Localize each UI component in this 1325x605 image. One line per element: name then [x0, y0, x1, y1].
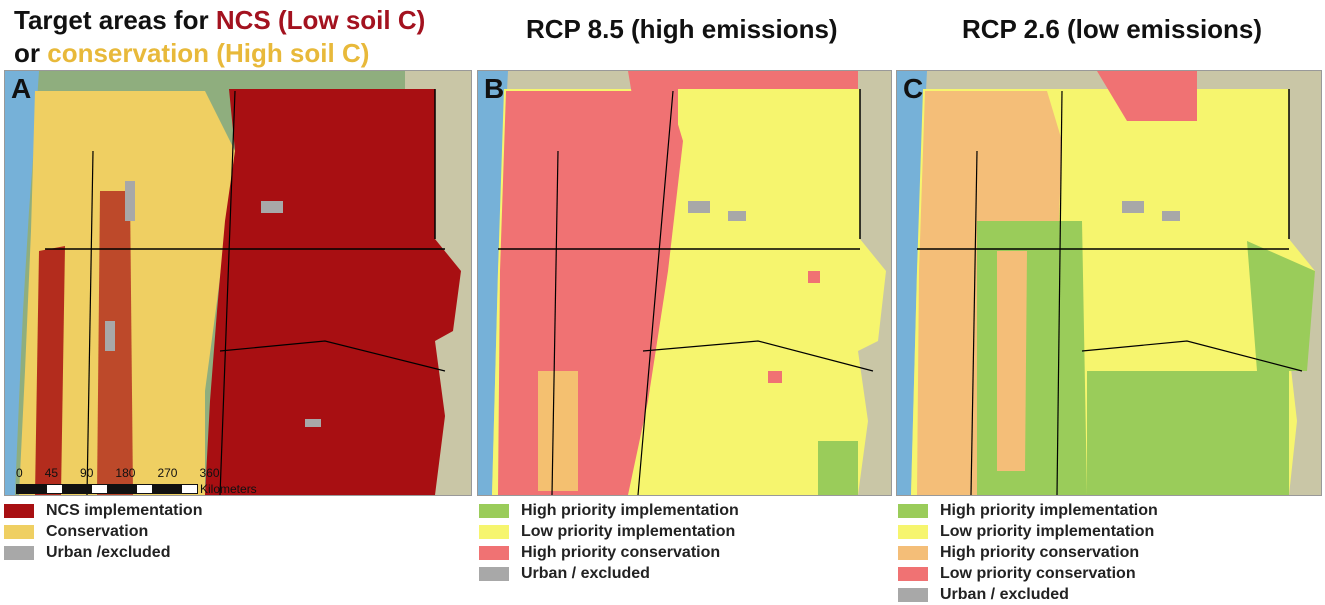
legend-swatch — [479, 566, 509, 581]
high-implementation-zone — [1087, 371, 1289, 495]
scale-tick: 90 — [80, 466, 94, 480]
legend-item: High priority conservation — [898, 542, 1158, 563]
high-implementation-zone — [977, 221, 1087, 495]
scale-tick: 360 — [199, 466, 220, 480]
title-prefix: Target areas for — [14, 5, 216, 35]
ecoregion-border — [219, 90, 236, 495]
panel-c-title: RCP 2.6 (low emissions) — [962, 14, 1263, 44]
urban-patch — [305, 419, 321, 427]
legend-swatch — [898, 503, 928, 518]
high-implementation-zone — [1247, 241, 1315, 371]
panel-label-a: A — [11, 73, 32, 104]
map-b — [478, 71, 891, 495]
legend-label: High priority implementation — [521, 501, 739, 519]
legend-item: High priority implementation — [898, 500, 1158, 521]
map-panel-b: B — [477, 70, 892, 496]
legend-label: Low priority implementation — [521, 522, 736, 540]
legend-label: Conservation — [46, 522, 149, 540]
urban-patch — [728, 211, 746, 221]
legend-item: Urban / excluded — [479, 563, 739, 584]
scale-bar-graphic — [16, 484, 198, 494]
legend-swatch — [4, 545, 34, 560]
legend-c: High priority implementation Low priorit… — [898, 500, 1158, 605]
urban-patch — [261, 201, 283, 213]
legend-swatch — [898, 524, 928, 539]
urban-patch — [1122, 201, 1144, 213]
legend-swatch — [479, 503, 509, 518]
scale-unit: Kilometers — [200, 482, 257, 496]
urban-patch — [105, 321, 115, 351]
legend-item: Urban /excluded — [4, 542, 202, 563]
legend-item: Urban / excluded — [898, 584, 1158, 605]
ecoregion-border — [642, 340, 874, 372]
low-conservation-zone — [1097, 71, 1197, 121]
legend-swatch — [4, 524, 34, 539]
legend-a: NCS implementation Conservation Urban /e… — [4, 500, 202, 563]
legend-item: NCS implementation — [4, 500, 202, 521]
map-panel-c: C — [896, 70, 1322, 496]
panel-label-b: B — [484, 73, 505, 104]
ncs-zone-west — [35, 246, 65, 495]
legend-label: High priority conservation — [521, 543, 721, 561]
panel-a-title: Target areas for NCS (Low soil C) or con… — [14, 4, 425, 70]
scale-tick: 0 — [16, 466, 23, 480]
panel-label-c: C — [903, 73, 924, 104]
urban-patch — [1162, 211, 1180, 221]
high-conservation-patch — [808, 271, 820, 283]
ecoregion-border — [1056, 90, 1063, 495]
legend-swatch — [898, 587, 928, 602]
ocean — [478, 71, 508, 495]
scale-tick: 180 — [115, 466, 136, 480]
ecoregion-border — [1081, 340, 1303, 372]
ecoregion-border — [970, 150, 978, 495]
legend-item: Low priority conservation — [898, 563, 1158, 584]
ocean — [5, 71, 39, 495]
title-or: or — [14, 38, 48, 68]
legend-swatch — [479, 524, 509, 539]
ncs-zone — [205, 89, 461, 495]
map-a — [5, 71, 471, 495]
title-ncs: NCS (Low soil C) — [215, 5, 426, 35]
legend-label: Urban / excluded — [521, 564, 650, 582]
urban-patch — [125, 181, 135, 221]
map-c — [897, 71, 1321, 495]
legend-b: High priority implementation Low priorit… — [479, 500, 739, 584]
legend-label: NCS implementation — [46, 501, 203, 519]
map-panel-a: A — [4, 70, 472, 496]
high-conservation-zone — [628, 71, 858, 131]
legend-swatch — [4, 503, 34, 518]
legend-label: High priority implementation — [940, 501, 1158, 519]
legend-label: Low priority conservation — [940, 564, 1136, 582]
legend-swatch — [898, 545, 928, 560]
legend-item: Low priority implementation — [898, 521, 1158, 542]
scale-tick: 270 — [157, 466, 178, 480]
high-conservation-strip — [997, 251, 1027, 471]
high-implementation-patch — [818, 441, 858, 495]
panel-b-title: RCP 8.5 (high emissions) — [526, 14, 838, 44]
legend-item: Low priority implementation — [479, 521, 739, 542]
legend-item: Conservation — [4, 521, 202, 542]
scale-tick: 45 — [44, 466, 59, 480]
legend-label: Urban / excluded — [940, 585, 1069, 603]
ecoregion-border — [551, 150, 559, 495]
ocean — [897, 71, 927, 495]
legend-item: High priority conservation — [479, 542, 739, 563]
legend-swatch — [479, 545, 509, 560]
legend-item: High priority implementation — [479, 500, 739, 521]
legend-label: Urban /excluded — [46, 543, 171, 561]
low-implementation-patch — [538, 371, 578, 491]
ecoregion-border — [637, 90, 674, 495]
urban-patch — [688, 201, 710, 213]
ecoregion-border — [86, 150, 94, 495]
high-conservation-patch — [768, 371, 782, 383]
legend-swatch — [898, 566, 928, 581]
title-conservation: conservation (High soil C) — [47, 38, 370, 68]
scale-bar: 0 45 90 180 270 360 Kilometers — [16, 466, 257, 496]
legend-label: High priority conservation — [940, 543, 1140, 561]
ecoregion-border — [219, 340, 446, 372]
legend-label: Low priority implementation — [940, 522, 1155, 540]
